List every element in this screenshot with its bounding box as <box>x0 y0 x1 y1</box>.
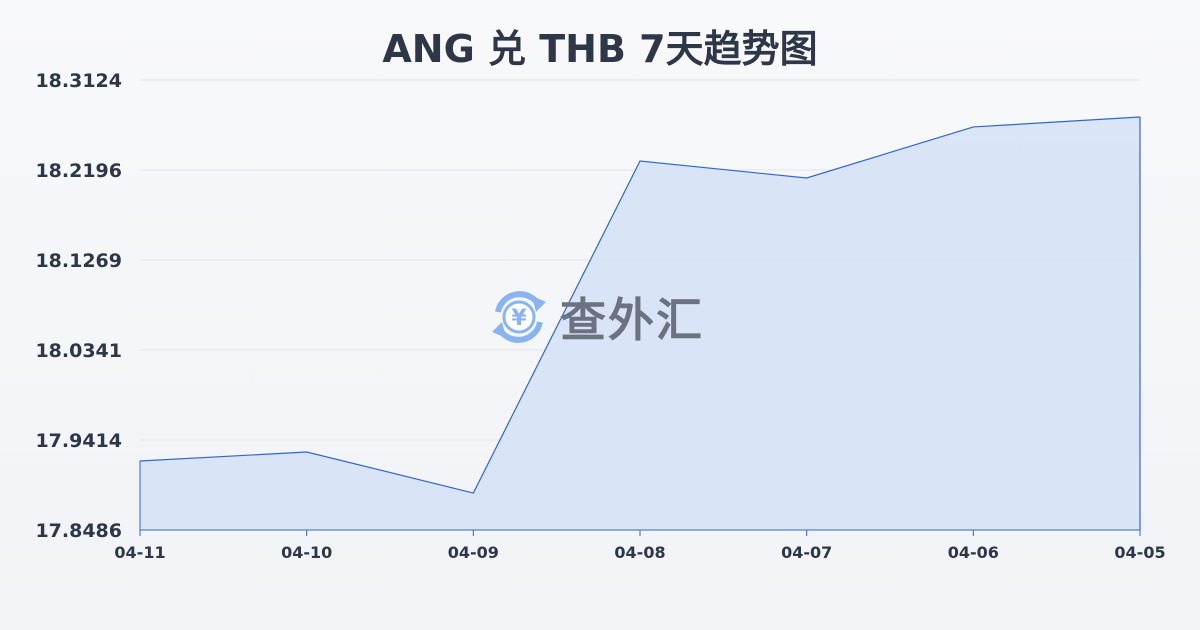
x-tick-label: 04-06 <box>948 543 999 562</box>
x-tick-label: 04-11 <box>114 543 165 562</box>
y-tick-label: 18.1269 <box>35 250 122 272</box>
svg-text:¥: ¥ <box>511 306 527 331</box>
watermark: ¥ 查外汇 <box>488 284 704 350</box>
area-fill <box>140 116 1140 530</box>
watermark-text: 查外汇 <box>560 293 704 347</box>
y-tick-label: 17.9414 <box>35 430 122 452</box>
y-tick-label: 18.2196 <box>35 160 122 182</box>
chart-title: ANG 兑 THB 7天趋势图 <box>382 27 818 71</box>
x-tick-label: 04-10 <box>281 543 332 562</box>
yen-exchange-icon: ¥ <box>492 291 546 343</box>
y-tick-label: 18.0341 <box>35 340 122 362</box>
x-tick-label: 04-07 <box>781 543 832 562</box>
y-tick-label: 17.8486 <box>35 520 122 542</box>
x-tick-label: 04-08 <box>614 543 665 562</box>
y-tick-label: 18.3124 <box>35 70 122 92</box>
x-tick-label: 04-09 <box>448 543 499 562</box>
x-tick-label: 04-05 <box>1114 543 1165 562</box>
